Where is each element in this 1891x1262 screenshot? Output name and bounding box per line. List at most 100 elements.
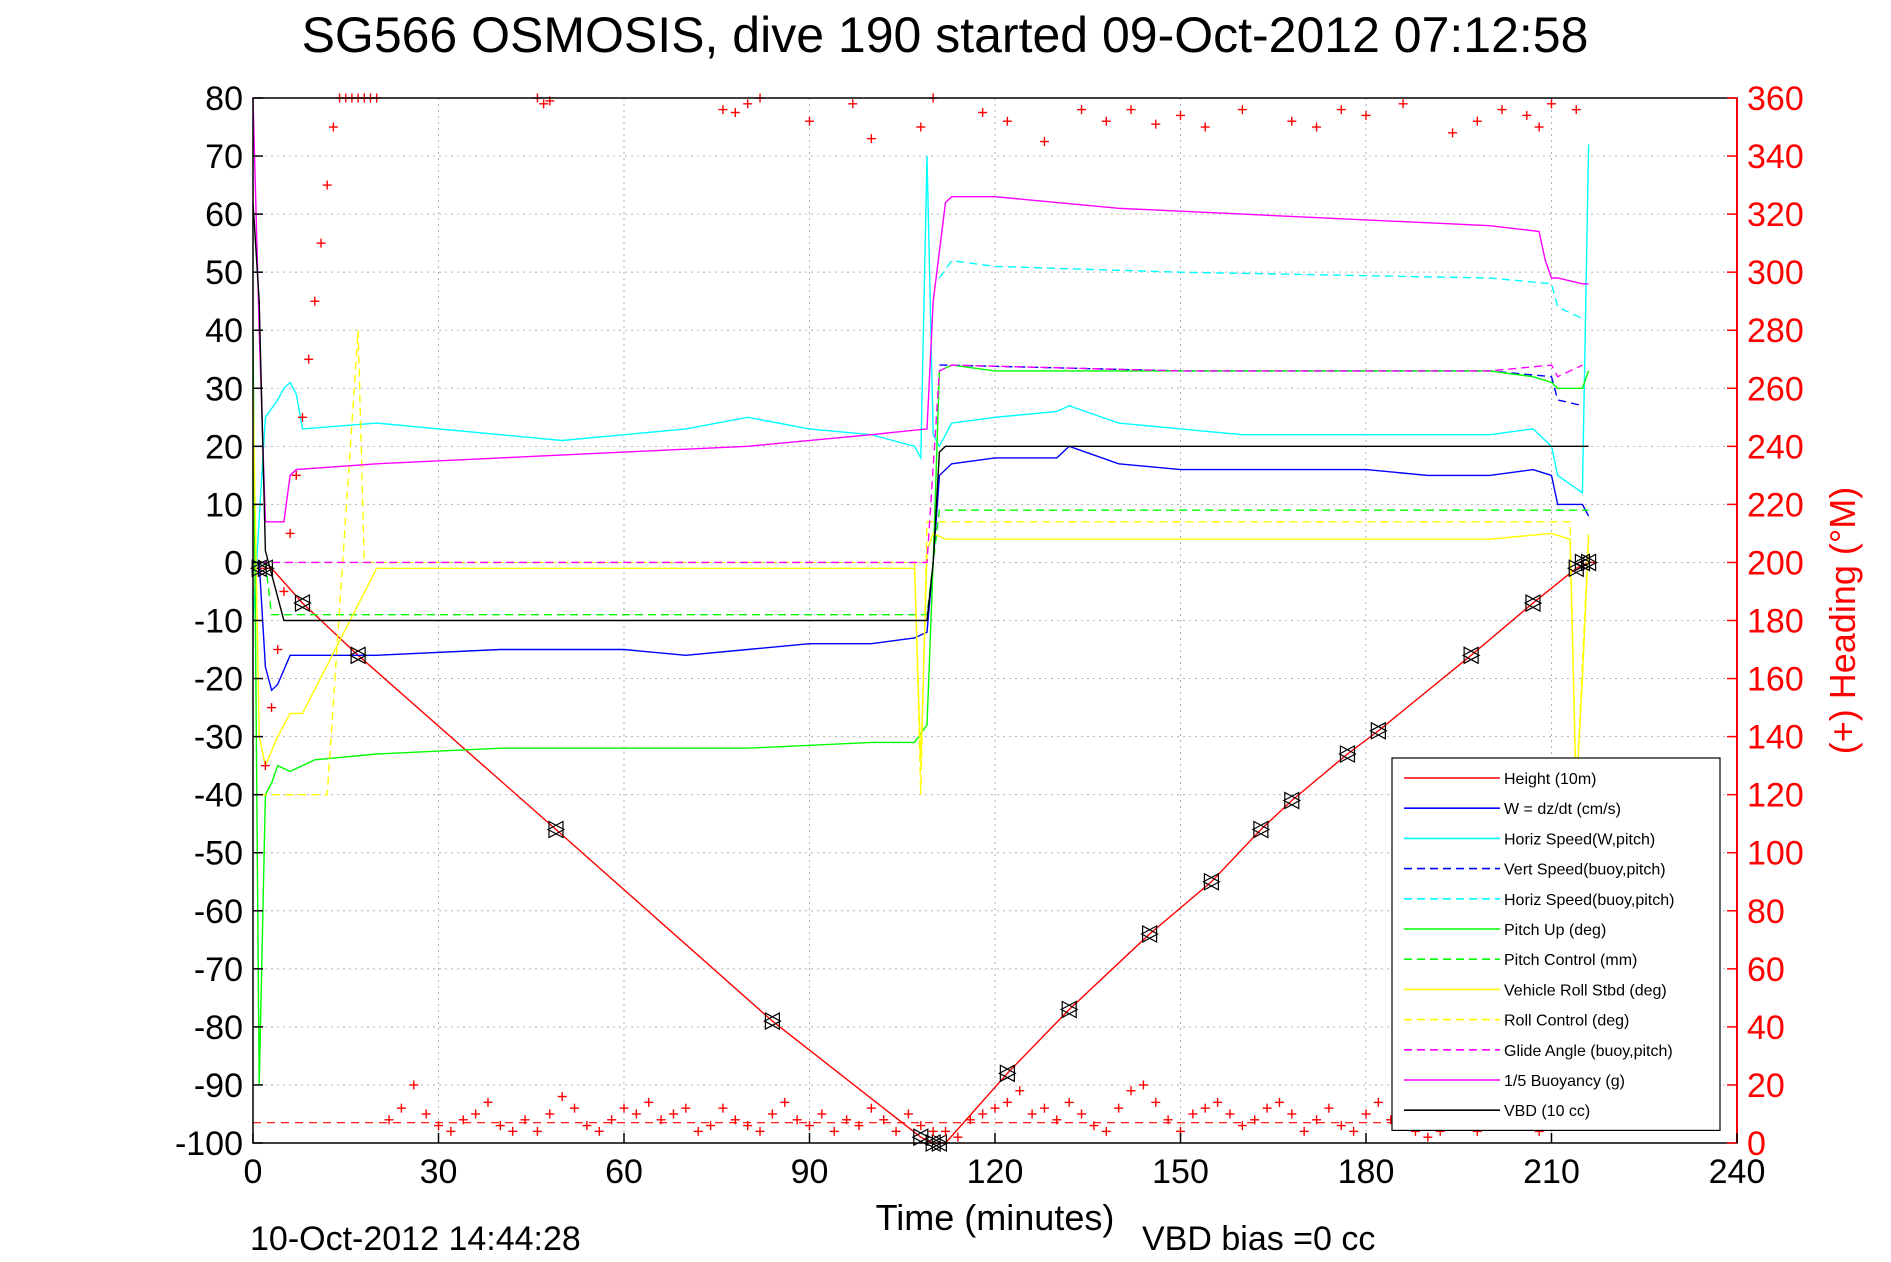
heading-point — [1237, 1121, 1247, 1131]
heading-point — [297, 412, 307, 422]
heading-point — [1287, 1109, 1297, 1119]
heading-point — [1101, 1126, 1111, 1136]
y-tick-label: 60 — [205, 196, 243, 234]
heading-point — [409, 1080, 419, 1090]
heading-point — [990, 1103, 1000, 1113]
heading-point — [879, 1115, 889, 1125]
y-axis-left: 80 70 60 50 40 30 20 10 0 -10 -20 -30 -40 -50 -60 -70 -8… — [175, 80, 263, 1163]
heading-point — [260, 761, 270, 771]
legend-label: Height (10m) — [1504, 771, 1596, 788]
legend-box — [1391, 757, 1721, 1131]
heading-point — [545, 1109, 555, 1119]
series-line-4 — [938, 259, 1583, 320]
heading-point — [508, 1126, 518, 1136]
heading-point — [928, 1126, 938, 1136]
y-right-tick-label: 320 — [1747, 196, 1804, 234]
height-marker-mirror — [256, 559, 273, 578]
y-tick-label: -70 — [194, 951, 243, 989]
height-marker-mirror — [348, 646, 366, 665]
x-tick-label: 60 — [605, 1153, 643, 1191]
legend-label: Roll Control (deg) — [1504, 1013, 1629, 1030]
y-right-tick-label: 120 — [1747, 777, 1804, 815]
y-right-tick-label: 300 — [1747, 254, 1804, 292]
heading-point — [965, 1115, 975, 1125]
y-right-tick-label: 60 — [1747, 951, 1785, 989]
heading-point — [607, 1115, 617, 1125]
y-right-tick-label: 20 — [1747, 1067, 1785, 1105]
heading-point — [316, 238, 326, 248]
y-right-tick-label: 140 — [1747, 719, 1804, 757]
marker-layer — [249, 553, 1598, 1152]
heading-point — [322, 180, 332, 190]
heading-point — [854, 1121, 864, 1131]
heading-point — [557, 1092, 567, 1102]
heading-point — [668, 1109, 678, 1119]
chart-title: SG566 OSMOSIS, dive 190 started 09-Oct-2… — [302, 7, 1589, 63]
heading-point — [434, 1121, 443, 1131]
height-marker-mirror — [1338, 745, 1356, 764]
heading-point — [1522, 110, 1532, 120]
height-marker-mirror — [763, 1012, 781, 1031]
height-marker-mirror — [998, 1064, 1015, 1083]
heading-point — [1423, 1132, 1433, 1142]
heading-point — [1188, 1109, 1198, 1119]
heading-point — [1126, 105, 1136, 115]
heading-point — [458, 1115, 468, 1125]
heading-point — [755, 1126, 765, 1136]
heading-point — [594, 1126, 604, 1136]
heading-point — [631, 1109, 641, 1119]
y-right-tick-label: 240 — [1747, 428, 1804, 466]
heading-point — [304, 354, 314, 364]
heading-point — [805, 1121, 814, 1131]
heading-point — [619, 1103, 629, 1113]
legend-label: VBD (10 cc) — [1504, 1103, 1590, 1120]
height-marker-mirror — [546, 820, 564, 839]
legend-label: Horiz Speed(buoy,pitch) — [1504, 892, 1674, 909]
heading-point — [1200, 122, 1210, 132]
heading-point — [644, 1097, 654, 1107]
y-tick-label: 40 — [205, 312, 243, 350]
y-tick-label: 50 — [205, 254, 243, 292]
series-line-0 — [253, 561, 1595, 1144]
y-tick-label: -90 — [194, 1067, 243, 1105]
heading-point — [1200, 1103, 1210, 1113]
heading-point — [792, 1115, 802, 1125]
y-tick-label: -20 — [194, 661, 243, 699]
heading-point — [1213, 1097, 1223, 1107]
y-axis-right: 3603403203002802602402202001801601401201… — [1727, 80, 1804, 1163]
heading-point — [1250, 1115, 1260, 1125]
y-tick-label: -60 — [194, 893, 243, 931]
legend-label: 1/5 Buoyancy (g) — [1504, 1073, 1625, 1090]
y-tick-label: -40 — [194, 777, 243, 815]
height-marker-mirror — [1461, 646, 1479, 665]
heading-point — [1039, 1103, 1049, 1113]
heading-point — [1312, 122, 1322, 132]
heading-point — [285, 528, 295, 538]
legend: Height (10m) W = dz/dt (cm/s) Horiz Speed(… — [1391, 757, 1721, 1131]
heading-point — [916, 122, 926, 132]
heading-point — [520, 1115, 530, 1125]
heading-point — [829, 1126, 839, 1136]
series-line-8 — [259, 330, 1590, 796]
heading-point — [903, 1109, 913, 1119]
y-right-tick-label: 280 — [1747, 312, 1804, 350]
heading-point — [730, 1115, 740, 1125]
y-tick-label: 20 — [205, 428, 243, 466]
heading-point — [1027, 1109, 1037, 1119]
series-line-10 — [252, 97, 1589, 523]
heading-point — [446, 1126, 456, 1136]
heading-point — [1312, 1115, 1322, 1125]
heading-point — [706, 1121, 716, 1131]
heading-point — [1534, 122, 1544, 132]
legend-label: W = dz/dt (cm/s) — [1504, 801, 1621, 818]
y-right-tick-label: 100 — [1747, 835, 1804, 873]
y-axis-right-label: (+) Heading (°M) — [1822, 487, 1863, 754]
heading-point — [842, 1115, 852, 1125]
height-marker-mirror — [1523, 594, 1541, 613]
height-marker-mirror — [1059, 1000, 1077, 1019]
heading-point — [1361, 1109, 1371, 1119]
heading-point — [1571, 105, 1581, 115]
heading-point — [1101, 116, 1111, 126]
heading-point — [1126, 1086, 1136, 1096]
